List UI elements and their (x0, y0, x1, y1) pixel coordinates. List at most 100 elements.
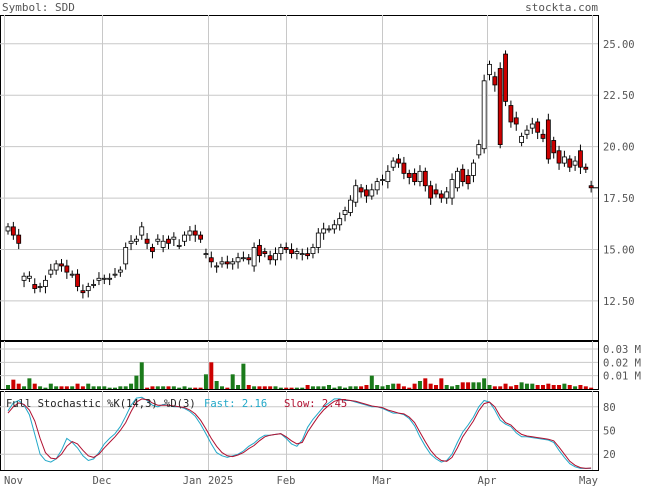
volume-bar (562, 383, 567, 389)
volume-bar (257, 386, 262, 389)
volume-bar (551, 385, 556, 389)
candle-body (240, 257, 246, 260)
volume-bar (332, 387, 337, 389)
grid-lines (0, 15, 598, 470)
volume-bar (289, 387, 294, 389)
x-tick-label: May (579, 475, 598, 486)
candle-body (53, 263, 59, 271)
volume-bar (118, 386, 123, 389)
volume-bar (380, 386, 385, 389)
candle-body (401, 162, 407, 174)
candle-body (508, 105, 514, 123)
candle-body (69, 273, 75, 276)
candle-body (487, 63, 492, 76)
volume-bar (316, 386, 321, 389)
candle-body (481, 80, 487, 150)
volume-bar (471, 382, 476, 389)
candle-body (176, 244, 182, 247)
x-tick-label: Mar (373, 475, 392, 486)
volume-bar (310, 386, 315, 389)
volume-bar (27, 378, 32, 389)
volume-bar (209, 362, 214, 389)
price-tick-label: 20.00 (603, 142, 635, 154)
candle-body (144, 238, 150, 244)
volume-bar (102, 386, 107, 389)
candle-body (556, 150, 562, 164)
volume-bar (91, 386, 96, 389)
volume-tick-label: 0.02 M (603, 357, 641, 369)
candle-body (513, 117, 519, 125)
volume-bar (567, 385, 572, 389)
volume-bar (305, 385, 310, 389)
volume-bar (64, 386, 69, 389)
candle-body (471, 162, 476, 176)
volume-bar (557, 385, 562, 389)
candle-body (396, 158, 401, 164)
candle-body (80, 290, 86, 294)
stochastic-fast-label: Fast: 2.16 (204, 398, 267, 410)
candle-body (10, 226, 16, 236)
volume-bar (482, 378, 487, 389)
price-tick-label: 12.50 (603, 296, 635, 308)
volume-bar (364, 385, 369, 389)
volume-bar (236, 385, 241, 389)
volume-bar (75, 383, 80, 389)
volume-bar (241, 363, 246, 389)
volume-bar (573, 386, 578, 389)
volume-bar (177, 387, 182, 389)
volume-bar (321, 386, 326, 389)
volume-tick-label: 0.01 M (603, 371, 641, 383)
volume-bar (48, 383, 53, 389)
volume-bar (450, 386, 455, 389)
candle-body (112, 273, 118, 276)
candle-body (519, 135, 524, 143)
candle-body (406, 172, 412, 178)
candle-body (230, 261, 236, 265)
candle-body (128, 240, 134, 244)
volume-bar (417, 381, 422, 389)
candle-body (267, 255, 273, 261)
candle-body (246, 257, 252, 261)
volume-bar (96, 386, 101, 389)
candle-body (64, 265, 70, 273)
candle-body (192, 230, 198, 236)
volume-bar (284, 387, 289, 389)
x-tick-label: Feb (277, 475, 296, 486)
candle-body (251, 247, 257, 267)
volume-bar (54, 386, 59, 389)
candle-body (198, 234, 204, 240)
candle-body (321, 228, 327, 234)
volume-bar (139, 362, 144, 389)
candle-body (59, 263, 64, 267)
panel-frames (0, 15, 599, 471)
volume-bar (220, 386, 224, 389)
volume-bar (337, 386, 342, 389)
candle-body (492, 76, 498, 86)
candle-body (133, 238, 139, 242)
candle-body (369, 189, 375, 197)
volume-bar (16, 383, 21, 389)
candle-body (305, 253, 311, 257)
volume-bar (498, 386, 503, 389)
volume-bar (578, 385, 583, 389)
volume-bar (150, 386, 155, 389)
site-label: stockta.com (525, 1, 598, 14)
volume-bar (155, 386, 160, 389)
candle-body (21, 275, 27, 281)
volume-bar (38, 386, 43, 389)
candle-body (476, 144, 482, 156)
x-tick-label: Nov (4, 475, 23, 486)
candle-body (208, 257, 214, 263)
candle-body (497, 68, 503, 145)
volume-bar (369, 375, 374, 389)
price-frame (0, 15, 599, 341)
candle-body (337, 218, 343, 226)
volume-panel (6, 362, 594, 389)
volume-bar (129, 383, 134, 389)
candle-body (572, 160, 578, 166)
candle-body (203, 253, 209, 256)
candle-body (160, 240, 166, 248)
candle-body (273, 253, 278, 261)
candle-body (123, 247, 129, 265)
candle-body (428, 185, 434, 199)
